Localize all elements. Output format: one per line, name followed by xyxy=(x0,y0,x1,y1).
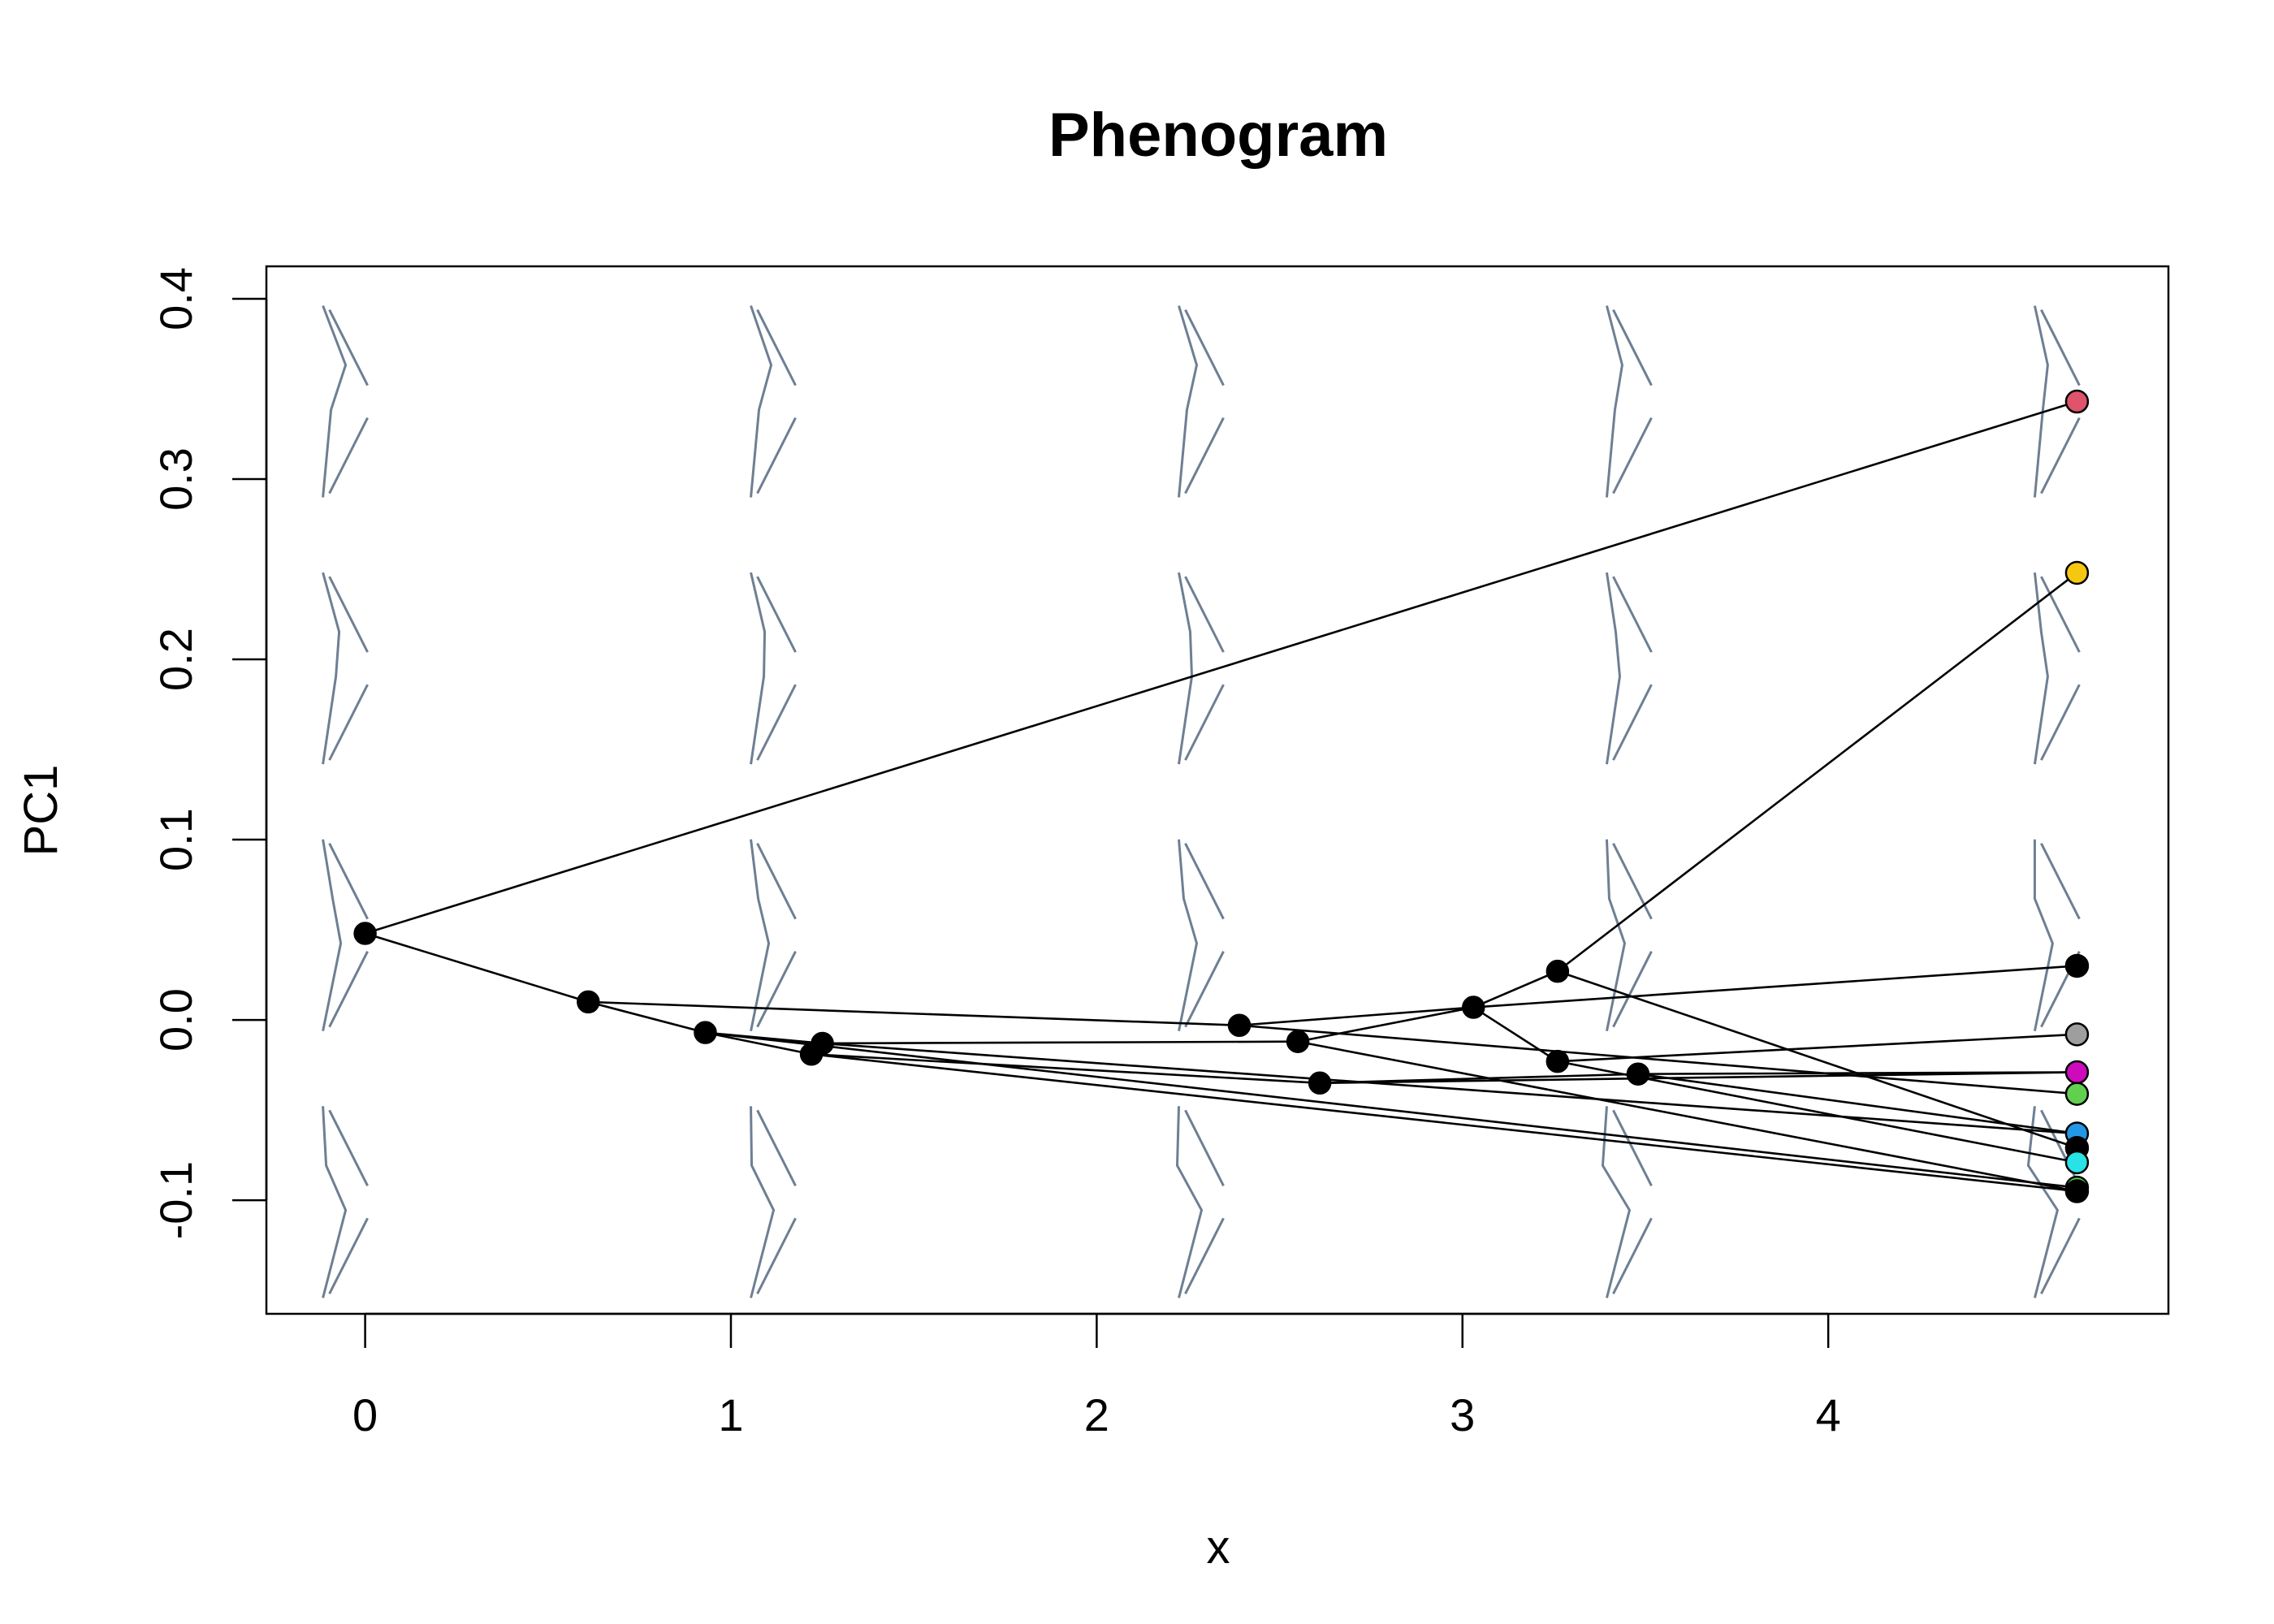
tree-branch xyxy=(1472,970,1559,1009)
shape-glyph xyxy=(750,305,797,498)
tree-branch xyxy=(1557,1033,2077,1063)
tree-branch xyxy=(365,932,589,1004)
shape-glyph xyxy=(2033,305,2081,498)
tree-branch xyxy=(365,400,2077,935)
tree-branch xyxy=(1637,1071,2077,1075)
x-tick-label: 1 xyxy=(718,1389,743,1440)
tree-branch xyxy=(588,1000,1240,1027)
internal-node-point xyxy=(353,922,377,945)
shape-glyph xyxy=(1178,572,1225,765)
shape-glyph xyxy=(750,572,797,765)
tree-edges xyxy=(365,400,2078,1193)
plot-frame xyxy=(265,265,2170,1315)
shape-glyph xyxy=(1178,839,1225,1032)
tree-branch xyxy=(1637,1073,2077,1135)
tree-branch xyxy=(1297,1006,1474,1043)
internal-node-point xyxy=(1462,996,1485,1019)
tip-point xyxy=(2064,560,2090,585)
x-tick-label: 4 xyxy=(1816,1389,1841,1440)
internal-node-point xyxy=(811,1031,834,1056)
tree-branch xyxy=(1557,970,2077,1149)
tree-branch xyxy=(705,1031,812,1056)
internal-node-point xyxy=(1227,1013,1252,1038)
tree-branch xyxy=(1239,1006,1474,1027)
internal-node-point xyxy=(1286,1030,1310,1053)
tree-branch xyxy=(1473,965,2077,1009)
tree-branch xyxy=(705,1031,2077,1189)
y-tick-label: 0.1 xyxy=(150,808,201,871)
x-axis: 0 1 2 3 4 xyxy=(352,1312,1841,1440)
tree-branch xyxy=(822,1042,2077,1135)
tip-point xyxy=(2064,389,2090,414)
y-tick-label: 0.0 xyxy=(150,988,201,1052)
shape-glyph xyxy=(1605,305,1653,498)
internal-node-point xyxy=(577,990,600,1014)
shape-glyph xyxy=(1178,305,1225,498)
chart-title: Phenogram xyxy=(1048,101,1388,170)
y-tick-label: -0.1 xyxy=(150,1161,201,1240)
tree-branch xyxy=(1472,1006,1559,1063)
internal-node-point xyxy=(1308,1071,1332,1095)
x-axis-label: x xyxy=(1207,1521,1230,1574)
shape-glyph xyxy=(1175,1106,1225,1298)
shape-glyph xyxy=(1601,1106,1653,1298)
tree-branch xyxy=(811,1052,2077,1193)
tree-branch xyxy=(822,1040,1299,1045)
tip-point xyxy=(2064,1022,2090,1047)
tree-branch xyxy=(811,1052,1321,1085)
y-tick-label: 0.4 xyxy=(150,267,201,330)
shape-glyph xyxy=(750,1106,797,1298)
tip-point xyxy=(2064,953,2090,978)
y-axis: -0.1 0.0 0.1 0.2 0.3 0.4 xyxy=(150,267,268,1240)
tip-point xyxy=(2064,1082,2090,1106)
tip-point xyxy=(2064,1150,2090,1175)
tree-branch xyxy=(1239,1024,2077,1095)
internal-node-point xyxy=(1626,1062,1650,1086)
tree-branch xyxy=(1297,1040,2077,1193)
internal-node-point xyxy=(694,1021,717,1044)
tree-branch xyxy=(1557,572,2078,973)
shape-glyph xyxy=(322,572,369,765)
shape-glyph-grid xyxy=(322,304,2081,1298)
y-tick-label: 0.3 xyxy=(150,447,201,511)
x-tick-label: 2 xyxy=(1084,1389,1109,1440)
x-tick-label: 3 xyxy=(1450,1389,1475,1440)
tree-nodes xyxy=(353,389,2090,1203)
tip-point xyxy=(2064,1179,2090,1203)
x-tick-label: 0 xyxy=(352,1389,378,1440)
tip-point xyxy=(2064,1060,2090,1085)
shape-glyph xyxy=(750,839,797,1032)
shape-glyph xyxy=(322,839,369,1032)
shape-glyph xyxy=(322,304,369,498)
tree-branch xyxy=(1320,1071,2077,1085)
y-tick-label: 0.2 xyxy=(150,628,201,691)
y-axis-label: PC1 xyxy=(15,765,67,857)
shape-glyph xyxy=(1605,839,1653,1032)
internal-node-point xyxy=(1546,1049,1570,1073)
shape-glyph xyxy=(2033,839,2081,1032)
tree-branch xyxy=(588,1000,706,1034)
internal-node-point xyxy=(1546,959,1570,983)
shape-glyph xyxy=(1605,572,1653,765)
shape-glyph xyxy=(322,1106,369,1298)
